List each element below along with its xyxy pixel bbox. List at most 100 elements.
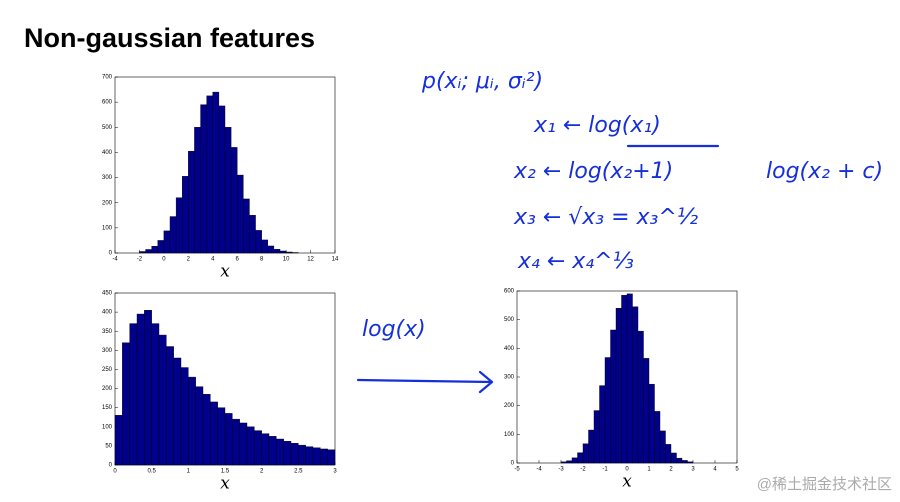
y-tick-label: 200	[102, 200, 113, 206]
bar	[320, 448, 328, 466]
bar	[188, 150, 195, 254]
y-tick-label: 0	[109, 463, 113, 469]
x-tick-label: 1	[187, 469, 191, 475]
y-tick-label: 500	[102, 125, 113, 131]
bar	[676, 457, 683, 464]
x-tick-label: 1.5	[221, 469, 230, 475]
bar	[195, 386, 204, 466]
x-tick-label: -4	[112, 257, 118, 263]
bar	[129, 323, 138, 466]
bar	[276, 438, 284, 466]
bar	[200, 104, 207, 254]
bar	[136, 313, 145, 466]
bar	[218, 105, 226, 254]
bar	[687, 461, 694, 464]
annotation: x₄ ← x₄^⅓	[517, 249, 634, 274]
x-tick-label: 2	[260, 469, 264, 475]
bar	[255, 230, 262, 254]
y-tick-label: 0	[511, 461, 515, 467]
bar	[273, 249, 281, 254]
x-tick-label: 4	[211, 257, 215, 263]
y-tick-label: 400	[504, 346, 515, 352]
bar	[212, 91, 220, 254]
x-tick-label: 2.5	[294, 469, 303, 475]
bar	[654, 411, 661, 464]
bar	[158, 334, 167, 466]
bar	[173, 357, 182, 466]
bar	[217, 407, 226, 466]
bar	[246, 426, 255, 466]
bar	[615, 308, 622, 464]
bar	[312, 447, 321, 466]
bar	[188, 376, 196, 466]
bar	[626, 293, 633, 464]
watermark: @稀土掘金技术社区	[757, 476, 892, 493]
annotation: log(x₂ + c)	[766, 159, 883, 184]
y-tick-label: 700	[102, 75, 113, 81]
bar	[665, 444, 672, 464]
bar	[285, 251, 293, 254]
slide-title: Non-gaussian features	[24, 23, 315, 53]
y-tick-label: 300	[504, 375, 515, 381]
x-tick-label: -2	[580, 467, 586, 473]
bar	[224, 127, 232, 254]
x-axis-label: x	[220, 262, 230, 282]
bar	[180, 367, 189, 466]
y-tick-label: 100	[102, 225, 113, 231]
x-tick-label: 12	[307, 257, 314, 263]
x-tick-label: 14	[332, 257, 339, 263]
y-tick-label: 300	[102, 348, 113, 354]
x-tick-label: 0.5	[147, 469, 156, 475]
bar	[298, 444, 306, 466]
bar	[292, 252, 299, 254]
annotation: p(xᵢ; μᵢ, σᵢ²)	[421, 69, 543, 94]
y-tick-label: 400	[102, 150, 113, 156]
x-tick-label: -4	[536, 467, 542, 473]
bar	[151, 323, 160, 466]
bar	[122, 342, 130, 466]
x-tick-label: 10	[283, 257, 290, 263]
bar	[305, 446, 314, 466]
bar	[157, 240, 165, 254]
x-tick-label: 5	[735, 467, 739, 473]
y-tick-label: 500	[504, 317, 515, 323]
bar	[169, 216, 177, 254]
x-tick-label: 4	[713, 467, 717, 473]
bar	[577, 452, 584, 464]
bar	[632, 306, 639, 464]
bar	[560, 461, 567, 464]
bar	[327, 449, 336, 466]
x-tick-label: 6	[236, 257, 240, 263]
x-tick-label: -5	[514, 467, 520, 473]
bar	[261, 433, 270, 466]
bar	[166, 346, 174, 466]
bar	[261, 239, 268, 254]
y-tick-label: 150	[102, 405, 113, 411]
x-tick-label: 1	[647, 467, 651, 473]
x-tick-label: -2	[137, 257, 143, 263]
bar	[210, 401, 218, 466]
bar	[593, 410, 600, 464]
bar	[239, 422, 248, 466]
y-tick-label: 600	[504, 289, 515, 295]
y-tick-label: 450	[102, 291, 113, 297]
bar	[114, 415, 123, 466]
x-tick-label: 8	[260, 257, 264, 263]
bar	[237, 174, 244, 254]
bar	[670, 452, 677, 464]
bar	[144, 310, 152, 466]
bar	[599, 385, 606, 464]
bar	[249, 215, 256, 254]
bar	[202, 394, 211, 466]
bar	[643, 358, 650, 464]
bar	[637, 330, 644, 464]
bar	[610, 329, 617, 464]
bar	[283, 441, 292, 466]
bar	[621, 295, 628, 464]
x-tick-label: 2	[187, 257, 191, 263]
bar	[254, 430, 262, 466]
bar	[182, 176, 189, 254]
x-tick-label: 3	[691, 467, 695, 473]
bar	[566, 460, 573, 464]
